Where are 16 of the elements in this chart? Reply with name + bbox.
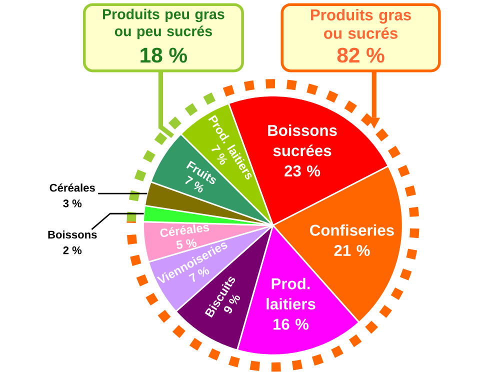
data-label: 23 % xyxy=(284,165,320,176)
data-label: 3 % xyxy=(63,200,82,208)
slice-label: Prod. laitiers xyxy=(266,278,316,310)
slice-label: Céréales xyxy=(160,224,210,237)
data-label: 7 % xyxy=(211,144,228,165)
slice-label: Confiseries xyxy=(310,224,394,236)
slice-label: Boissons sucrées xyxy=(268,124,337,156)
data-label: 16 % xyxy=(273,318,309,330)
slice-label: Céréales xyxy=(50,183,95,192)
text: 18 % xyxy=(140,48,187,63)
text: Produits peu gras ou peu sucrés xyxy=(103,8,224,40)
text: 82 % xyxy=(337,48,384,63)
data-label: 2 % xyxy=(63,246,82,254)
slice-label: Boissons xyxy=(48,230,97,239)
data-label: 21 % xyxy=(334,244,370,256)
text: Produits gras ou sucrés xyxy=(311,8,411,39)
